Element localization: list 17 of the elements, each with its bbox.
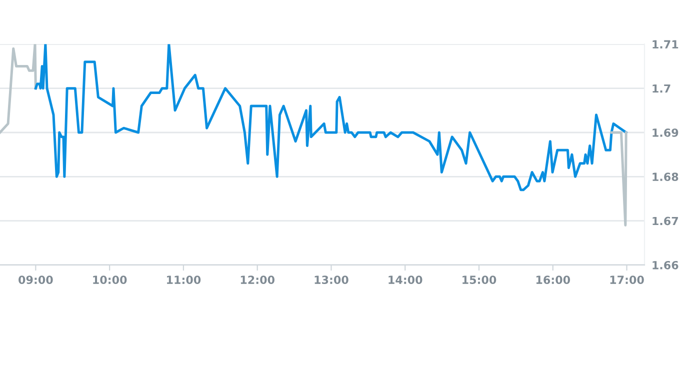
y-tick-label: 1.69 <box>652 128 678 137</box>
x-tick-label: 15:00 <box>462 276 496 284</box>
line-series <box>0 44 37 134</box>
x-tick-label: 17:00 <box>610 276 644 284</box>
y-tick-label: 1.68 <box>652 172 678 182</box>
x-tick-label: 10:00 <box>93 276 127 284</box>
y-tick-label: 1.66 <box>652 260 678 270</box>
x-tick-label: 16:00 <box>536 276 570 284</box>
line-series <box>34 44 628 192</box>
y-tick-label: 1.71 <box>652 40 678 48</box>
x-tick-label: 11:00 <box>167 276 201 284</box>
x-tick-label: 09:00 <box>18 276 53 284</box>
y-tick-label: 1.7 <box>652 84 670 93</box>
y-tick-label: 1.67 <box>652 216 678 226</box>
x-tick-label: 13:00 <box>314 276 348 284</box>
x-tick-label: 14:00 <box>388 276 422 284</box>
x-tick-label: 12:00 <box>240 276 274 284</box>
